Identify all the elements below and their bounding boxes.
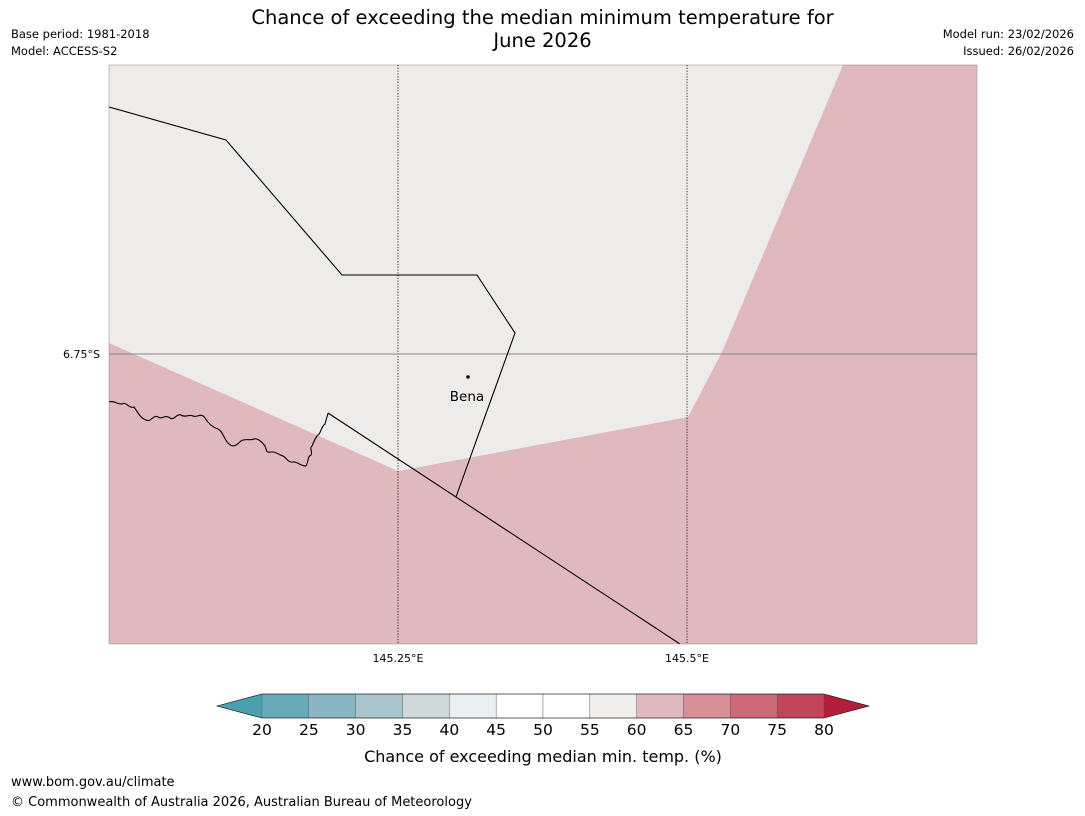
colorbar-bin bbox=[261, 693, 310, 719]
map-area: Bena bbox=[109, 65, 977, 644]
issued-text: Issued: 26/02/2026 bbox=[963, 44, 1074, 58]
colorbar-bin bbox=[776, 693, 825, 719]
bena-location-marker bbox=[466, 375, 470, 379]
base-period-text: Base period: 1981-2018 bbox=[11, 27, 150, 41]
title-line-2: June 2026 bbox=[493, 29, 592, 52]
colorbar-tick-label: 25 bbox=[299, 721, 319, 739]
footer-copyright: © Commonwealth of Australia 2026, Austra… bbox=[11, 795, 472, 810]
colorbar-outline bbox=[215, 693, 871, 719]
colorbar-bins bbox=[261, 693, 825, 719]
coastline-river bbox=[109, 401, 329, 467]
title-line-1: Chance of exceeding the median minimum t… bbox=[251, 6, 834, 29]
footer-url: www.bom.gov.au/climate bbox=[11, 775, 175, 790]
colorbar-tick-label: 65 bbox=[674, 721, 694, 739]
colorbar-tick-label: 75 bbox=[767, 721, 787, 739]
colorbar-tick-label: 40 bbox=[439, 721, 459, 739]
colorbar-tick-label: 30 bbox=[346, 721, 366, 739]
model-text: Model: ACCESS-S2 bbox=[11, 44, 118, 58]
colorbar-bin bbox=[449, 693, 497, 719]
colorbar-bin bbox=[589, 693, 637, 719]
colorbar-bin bbox=[730, 693, 778, 719]
latitude-label: 6.75°S bbox=[63, 348, 100, 361]
colorbar-bin bbox=[683, 693, 731, 719]
colorbar-title: Chance of exceeding median min. temp. (%… bbox=[364, 747, 722, 766]
colorbar-ticks: 20 25 30 35 40 45 50 55 60 65 70 75 80 bbox=[252, 721, 834, 739]
page-title: Chance of exceeding the median minimum t… bbox=[200, 6, 885, 52]
longitude-label-1: 145.25°E bbox=[373, 652, 424, 665]
colorbar-bin bbox=[308, 693, 356, 719]
colorbar-bin bbox=[636, 693, 684, 719]
colorbar-high-extend bbox=[824, 694, 869, 718]
colorbar-tick-label: 50 bbox=[533, 721, 553, 739]
province-border-north bbox=[109, 106, 516, 498]
above-median-region bbox=[109, 65, 977, 644]
colorbar-low-extend bbox=[217, 694, 262, 718]
province-border-south bbox=[327, 412, 681, 644]
colorbar-tick-label: 55 bbox=[580, 721, 600, 739]
colorbar-tick-label: 45 bbox=[486, 721, 506, 739]
colorbar-bin bbox=[542, 693, 591, 719]
colorbar-tick-label: 20 bbox=[252, 721, 272, 739]
colorbar-bin bbox=[402, 693, 450, 719]
colorbar-tick-label: 35 bbox=[393, 721, 413, 739]
colorbar-tick-label: 70 bbox=[720, 721, 740, 739]
model-info: Base period: 1981-2018 Model: ACCESS-S2 bbox=[11, 26, 150, 60]
colorbar-bin bbox=[495, 693, 544, 719]
bena-label: Bena bbox=[450, 389, 484, 405]
colorbar-tick-label: 60 bbox=[627, 721, 647, 739]
model-run-text: Model run: 23/02/2026 bbox=[942, 27, 1074, 41]
colorbar: 20 25 30 35 40 45 50 55 60 65 70 75 80 bbox=[215, 693, 871, 739]
longitude-label-2: 145.5°E bbox=[665, 652, 709, 665]
colorbar-bin bbox=[355, 693, 403, 719]
map-frame bbox=[108, 64, 978, 645]
colorbar-tick-label: 80 bbox=[814, 721, 834, 739]
run-info: Model run: 23/02/2026 Issued: 26/02/2026 bbox=[943, 26, 1074, 60]
